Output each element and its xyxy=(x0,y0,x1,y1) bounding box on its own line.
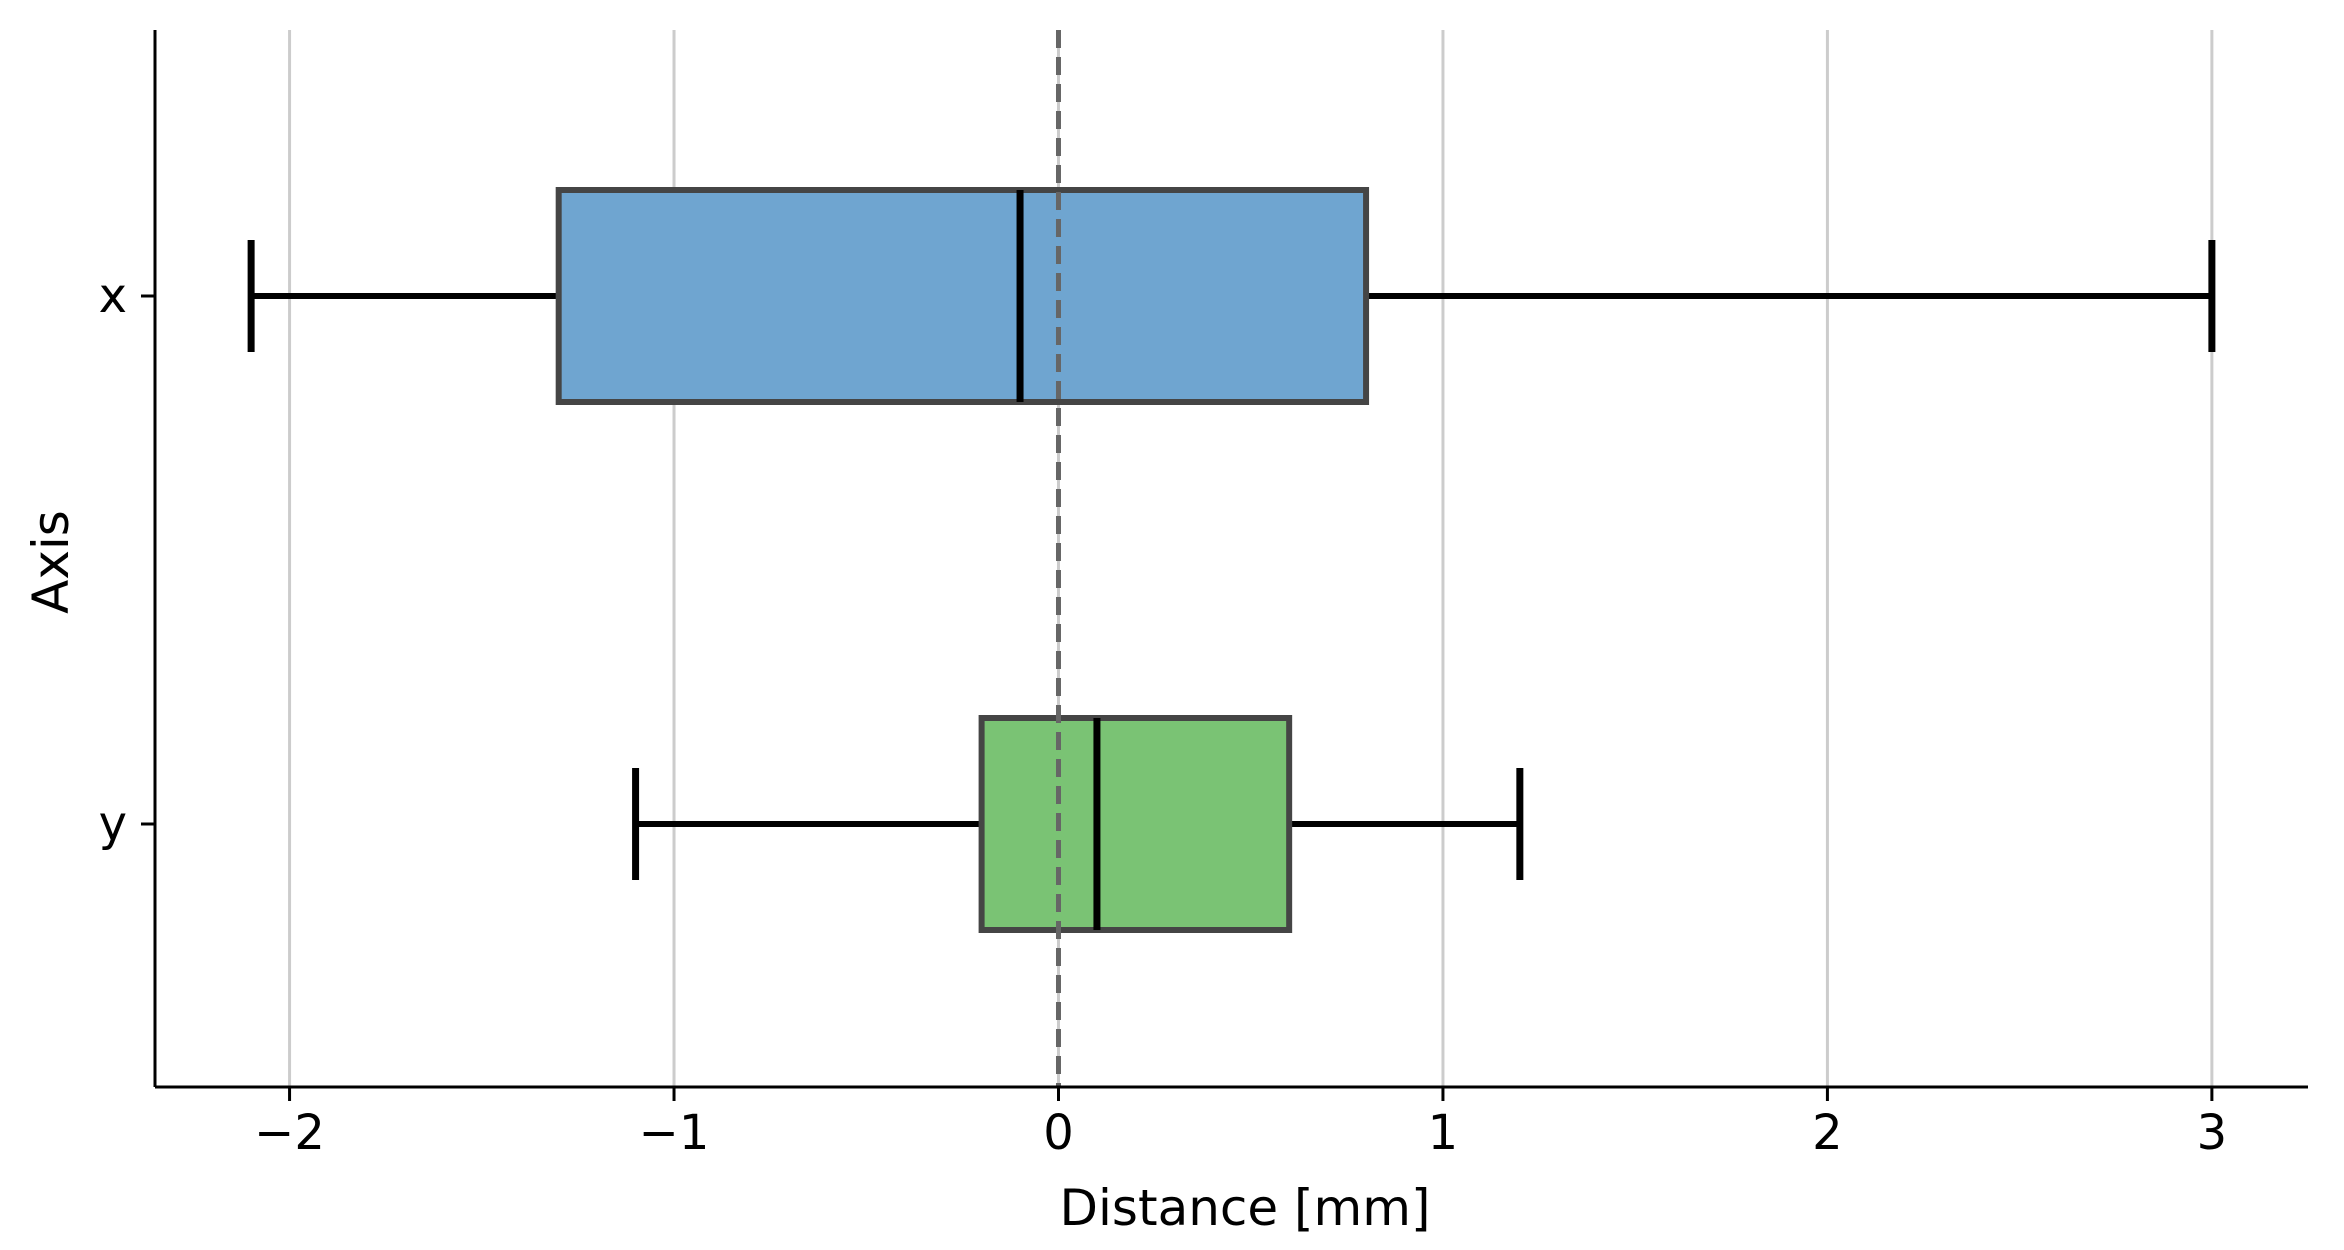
y-tick-label-1: y xyxy=(99,796,127,852)
box-group-y xyxy=(632,715,1524,933)
x-tick-label-2: 0 xyxy=(1043,1105,1074,1161)
x-tick-label-5: 3 xyxy=(2197,1105,2228,1161)
y-tick-label-0: x xyxy=(99,268,127,324)
x-tick-label-1: −1 xyxy=(639,1105,710,1161)
x-tick-label-4: 2 xyxy=(1812,1105,1843,1161)
box-layer xyxy=(247,30,2216,1087)
y-axis-label: Axis xyxy=(22,510,80,614)
x-axis-label: Distance [mm] xyxy=(1060,1179,1431,1237)
box-x xyxy=(555,187,1370,405)
x-tick-label-0: −2 xyxy=(254,1105,325,1161)
box-y xyxy=(978,715,1293,933)
axes-layer: −2 −1 0 1 2 3 x y xyxy=(99,30,2308,1161)
box-group-x xyxy=(247,187,2216,405)
x-tick-label-3: 1 xyxy=(1428,1105,1459,1161)
